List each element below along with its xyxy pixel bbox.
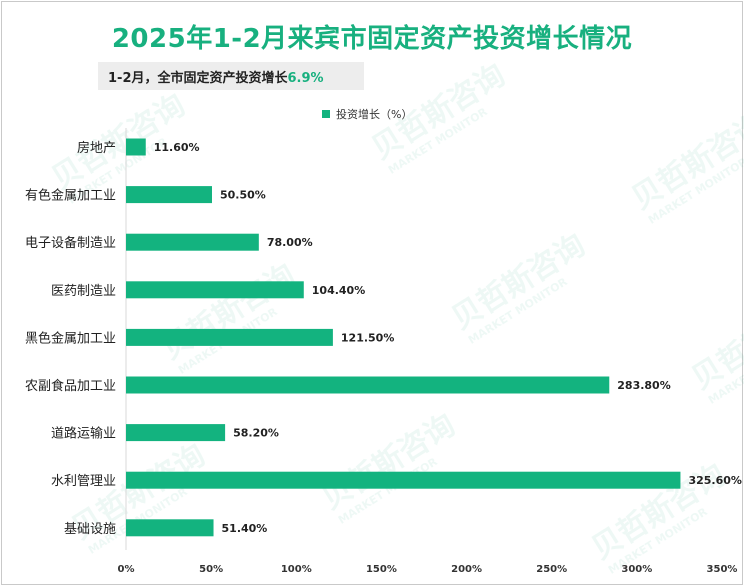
bar <box>126 328 333 346</box>
category-label: 有色金属加工业 <box>25 188 116 204</box>
value-label: 51.40% <box>222 522 268 535</box>
legend-label: 投资增长（%） <box>336 108 413 121</box>
value-label: 78.00% <box>267 236 313 249</box>
value-label: 50.50% <box>220 189 266 202</box>
category-label: 房地产 <box>77 140 116 156</box>
bar <box>126 376 610 394</box>
x-tick-label: 300% <box>621 564 652 575</box>
legend: 投资增长（%） <box>322 106 412 122</box>
bar <box>126 186 212 204</box>
subtitle-value: 6.9% <box>287 71 324 86</box>
legend-swatch <box>322 110 330 118</box>
bar <box>126 233 259 251</box>
x-tick-label: 150% <box>366 564 397 575</box>
category-label: 农副食品加工业 <box>25 378 116 394</box>
value-label: 11.60% <box>154 141 200 154</box>
bar <box>126 519 214 537</box>
x-tick-label: 0% <box>118 564 135 575</box>
x-tick-label: 50% <box>199 564 223 575</box>
x-tick-label: 200% <box>451 564 482 575</box>
value-label: 325.60% <box>688 474 741 487</box>
bar <box>126 281 304 299</box>
subtitle: 1-2月，全市固定资产投资增长6.9% <box>108 67 324 86</box>
bar <box>126 424 226 442</box>
value-label: 104.40% <box>312 284 365 297</box>
subtitle-box <box>98 62 364 90</box>
value-label: 58.20% <box>233 427 279 440</box>
bar <box>126 471 681 489</box>
category-label: 水利管理业 <box>51 474 116 489</box>
bar <box>126 138 146 156</box>
subtitle-prefix: 1-2月，全市固定资产投资增长 <box>108 71 288 86</box>
x-tick-label: 350% <box>707 564 738 575</box>
value-label: 121.50% <box>341 331 394 344</box>
category-label: 医药制造业 <box>51 284 116 299</box>
x-tick-label: 250% <box>536 564 567 575</box>
value-label: 283.80% <box>617 379 670 392</box>
category-label: 道路运输业 <box>51 426 116 442</box>
category-label: 电子设备制造业 <box>25 235 116 251</box>
chart-title: 2025年1-2月来宾市固定资产投资增长情况 <box>111 24 633 54</box>
category-label: 基础设施 <box>64 522 116 537</box>
category-label: 黑色金属加工业 <box>25 330 116 346</box>
x-tick-label: 100% <box>281 564 312 575</box>
